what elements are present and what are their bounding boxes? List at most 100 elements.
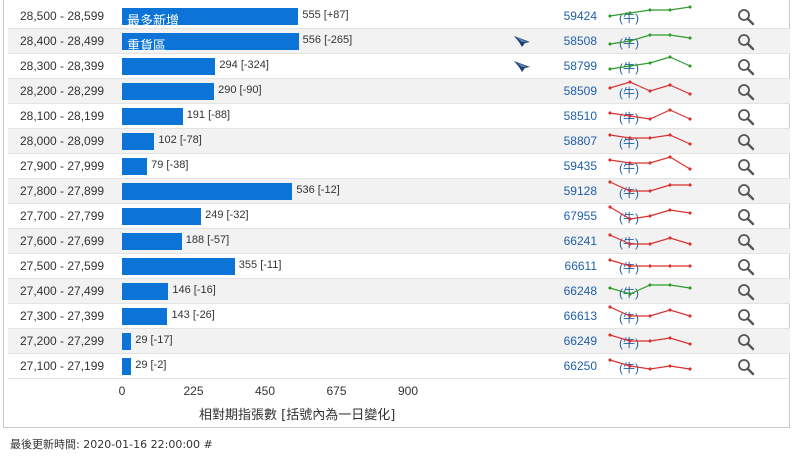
bar: [122, 333, 132, 350]
warrant-code-link[interactable]: 58508: [563, 34, 597, 48]
search-icon[interactable]: [737, 133, 755, 151]
sparkline-point: [628, 136, 632, 140]
sparkline-point: [688, 183, 692, 187]
sparkline-point: [688, 64, 692, 68]
warrant-code-link[interactable]: 58799: [563, 59, 597, 73]
warrant-code-link[interactable]: 66611: [564, 259, 597, 273]
sparkline-point: [648, 161, 652, 165]
bar-annotation: 重貨區: [127, 39, 167, 54]
warrant-type-label: (牛): [619, 161, 639, 175]
sparkline-point: [628, 64, 632, 68]
search-icon[interactable]: [737, 183, 755, 201]
sparkline-point: [628, 339, 632, 343]
sparkline: [608, 108, 692, 121]
warrant-cell: 58508 (牛): [501, 29, 639, 53]
sparkline-point: [628, 217, 632, 221]
sparkline-point: [648, 33, 652, 37]
search-icon[interactable]: [737, 208, 755, 226]
strike-range-label: 28,100 - 28,199: [20, 109, 105, 123]
sparkline-point: [608, 258, 612, 262]
warrant-code-link[interactable]: 59424: [563, 9, 597, 23]
search-icon[interactable]: [737, 33, 755, 51]
table-row: 28,200 - 28,299 290 [-90] 58509 (牛): [8, 79, 790, 104]
search-icon[interactable]: [737, 58, 755, 76]
x-axis: 0 225 450 675 900 相對期指張數 [括號內為一日變化]: [8, 380, 790, 428]
sparkline-point: [688, 367, 692, 371]
warrant-code-link[interactable]: 58807: [563, 134, 597, 148]
bank-flag-icon: [514, 61, 530, 72]
sparkline-point: [628, 161, 632, 165]
search-icon[interactable]: [737, 283, 755, 301]
bar: [122, 183, 293, 200]
warrant-cell: 58509 (牛): [501, 79, 639, 103]
warrant-cell: 59128 (牛): [501, 179, 639, 203]
sparkline-point: [668, 155, 672, 159]
data-label: 290 [-90]: [218, 84, 262, 96]
x-tick: 900: [397, 384, 419, 398]
search-icon[interactable]: [737, 158, 755, 176]
bar: [122, 233, 182, 250]
x-tick: 0: [118, 384, 126, 398]
strike-range-label: 27,900 - 27,999: [20, 159, 105, 173]
warrant-type-label: (牛): [619, 186, 639, 200]
data-label: 29 [-2]: [135, 359, 167, 371]
warrant-code-link[interactable]: 58509: [563, 84, 597, 98]
table-row: 27,600 - 27,699 188 [-57] 66241(牛): [8, 229, 790, 254]
sparkline-point: [648, 339, 652, 343]
data-label: 555 [+87]: [302, 9, 349, 21]
warrant-code-link[interactable]: 66250: [563, 359, 597, 373]
warrant-code-link[interactable]: 66249: [563, 334, 597, 348]
sparkline-point: [648, 189, 652, 193]
warrant-cell: 66248(牛): [501, 279, 639, 303]
sparkline-point: [668, 183, 672, 187]
bar: [122, 158, 148, 175]
table-row: 27,300 - 27,399 143 [-26] 66613 (牛): [8, 304, 790, 329]
bank-flag-icon: [514, 36, 530, 47]
search-icon[interactable]: [737, 233, 755, 251]
sparkline-point: [628, 264, 632, 268]
sparkline-point: [668, 236, 672, 240]
bar-annotation: 最多新增: [127, 14, 180, 29]
table-row: 27,800 - 27,899 536 [-12] 59128 (牛): [8, 179, 790, 204]
warrant-code-link[interactable]: 66613: [563, 309, 597, 323]
search-icon[interactable]: [737, 83, 755, 101]
data-label: 294 [-324]: [219, 59, 269, 71]
sparkline-point: [648, 8, 652, 12]
bar: [122, 133, 155, 150]
bar: [122, 58, 216, 75]
bar: [122, 283, 169, 300]
sparkline-point: [648, 242, 652, 246]
warrant-code-link[interactable]: 66241: [563, 234, 597, 248]
search-icon[interactable]: [737, 8, 755, 26]
sparkline-point: [668, 8, 672, 12]
data-label: 556 [-265]: [302, 34, 353, 46]
sparkline: [608, 205, 692, 221]
sparkline-point: [608, 233, 612, 237]
data-label: 143 [-26]: [171, 309, 215, 321]
warrant-cell: 66613 (牛): [501, 304, 639, 328]
warrant-code-link[interactable]: 59128: [563, 184, 597, 198]
last-updated-text: 最後更新時間: 2020-01-16 22:00:00 #: [10, 438, 213, 451]
warrant-type-label: (牛): [619, 61, 639, 75]
bar: 最多新增: [122, 8, 299, 29]
table-row: 27,400 - 27,499 146 [-16] 66248(牛): [8, 279, 790, 304]
warrant-code-link[interactable]: 67955: [563, 209, 597, 223]
bar: [122, 108, 183, 125]
sparkline-point: [608, 158, 612, 162]
strike-range-label: 27,800 - 27,899: [20, 184, 105, 198]
warrant-code-link[interactable]: 59435: [563, 159, 597, 173]
sparkline-point: [608, 180, 612, 184]
search-icon[interactable]: [737, 258, 755, 276]
search-icon[interactable]: [737, 358, 755, 376]
sparkline: [608, 155, 692, 171]
sparkline-point: [668, 108, 672, 112]
strike-range-label: 28,500 - 28,599: [20, 9, 105, 23]
search-icon[interactable]: [737, 108, 755, 126]
warrant-code-link[interactable]: 58510: [563, 109, 597, 123]
sparkline-point: [688, 286, 692, 290]
search-icon[interactable]: [737, 308, 755, 326]
warrant-code-link[interactable]: 66248: [563, 284, 597, 298]
data-label: 191 [-88]: [186, 109, 231, 121]
search-icon[interactable]: [737, 333, 755, 351]
sparkline-point: [608, 205, 612, 209]
